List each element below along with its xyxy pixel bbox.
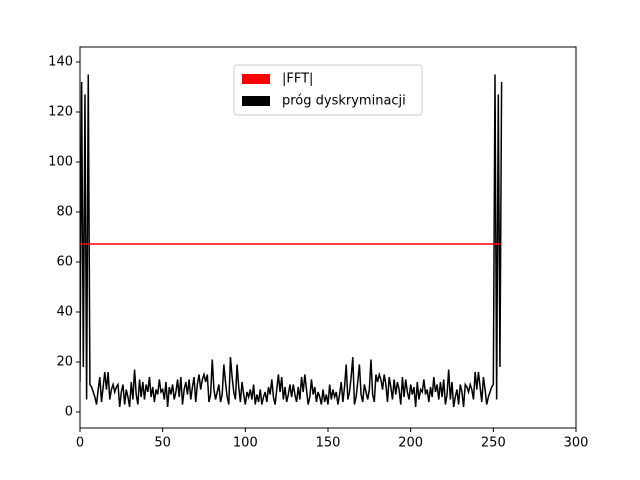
y-tick-label: 100 bbox=[48, 155, 73, 170]
data-line bbox=[80, 74, 503, 408]
plot-frame bbox=[79, 46, 577, 429]
y-tick-label: 120 bbox=[48, 105, 73, 120]
legend-swatch bbox=[242, 74, 270, 84]
x-tick-label: 50 bbox=[154, 436, 171, 451]
legend-label: próg dyskryminacji bbox=[282, 94, 406, 109]
legend-swatch bbox=[242, 96, 270, 106]
x-tick-label: 100 bbox=[233, 436, 258, 451]
y-tick-label: 0 bbox=[65, 405, 73, 420]
x-tick-label: 200 bbox=[398, 436, 423, 451]
y-tick-label: 60 bbox=[56, 255, 73, 270]
x-tick-label: 300 bbox=[564, 436, 589, 451]
y-tick-label: 40 bbox=[56, 305, 73, 320]
legend-box bbox=[233, 64, 423, 116]
x-tick-label: 0 bbox=[76, 436, 84, 451]
legend-label: |FFT| bbox=[282, 72, 313, 87]
y-tick-label: 140 bbox=[48, 55, 73, 70]
x-tick-label: 150 bbox=[316, 436, 341, 451]
y-tick-label: 80 bbox=[56, 205, 73, 220]
x-tick-label: 250 bbox=[481, 436, 506, 451]
y-tick-label: 20 bbox=[56, 355, 73, 370]
